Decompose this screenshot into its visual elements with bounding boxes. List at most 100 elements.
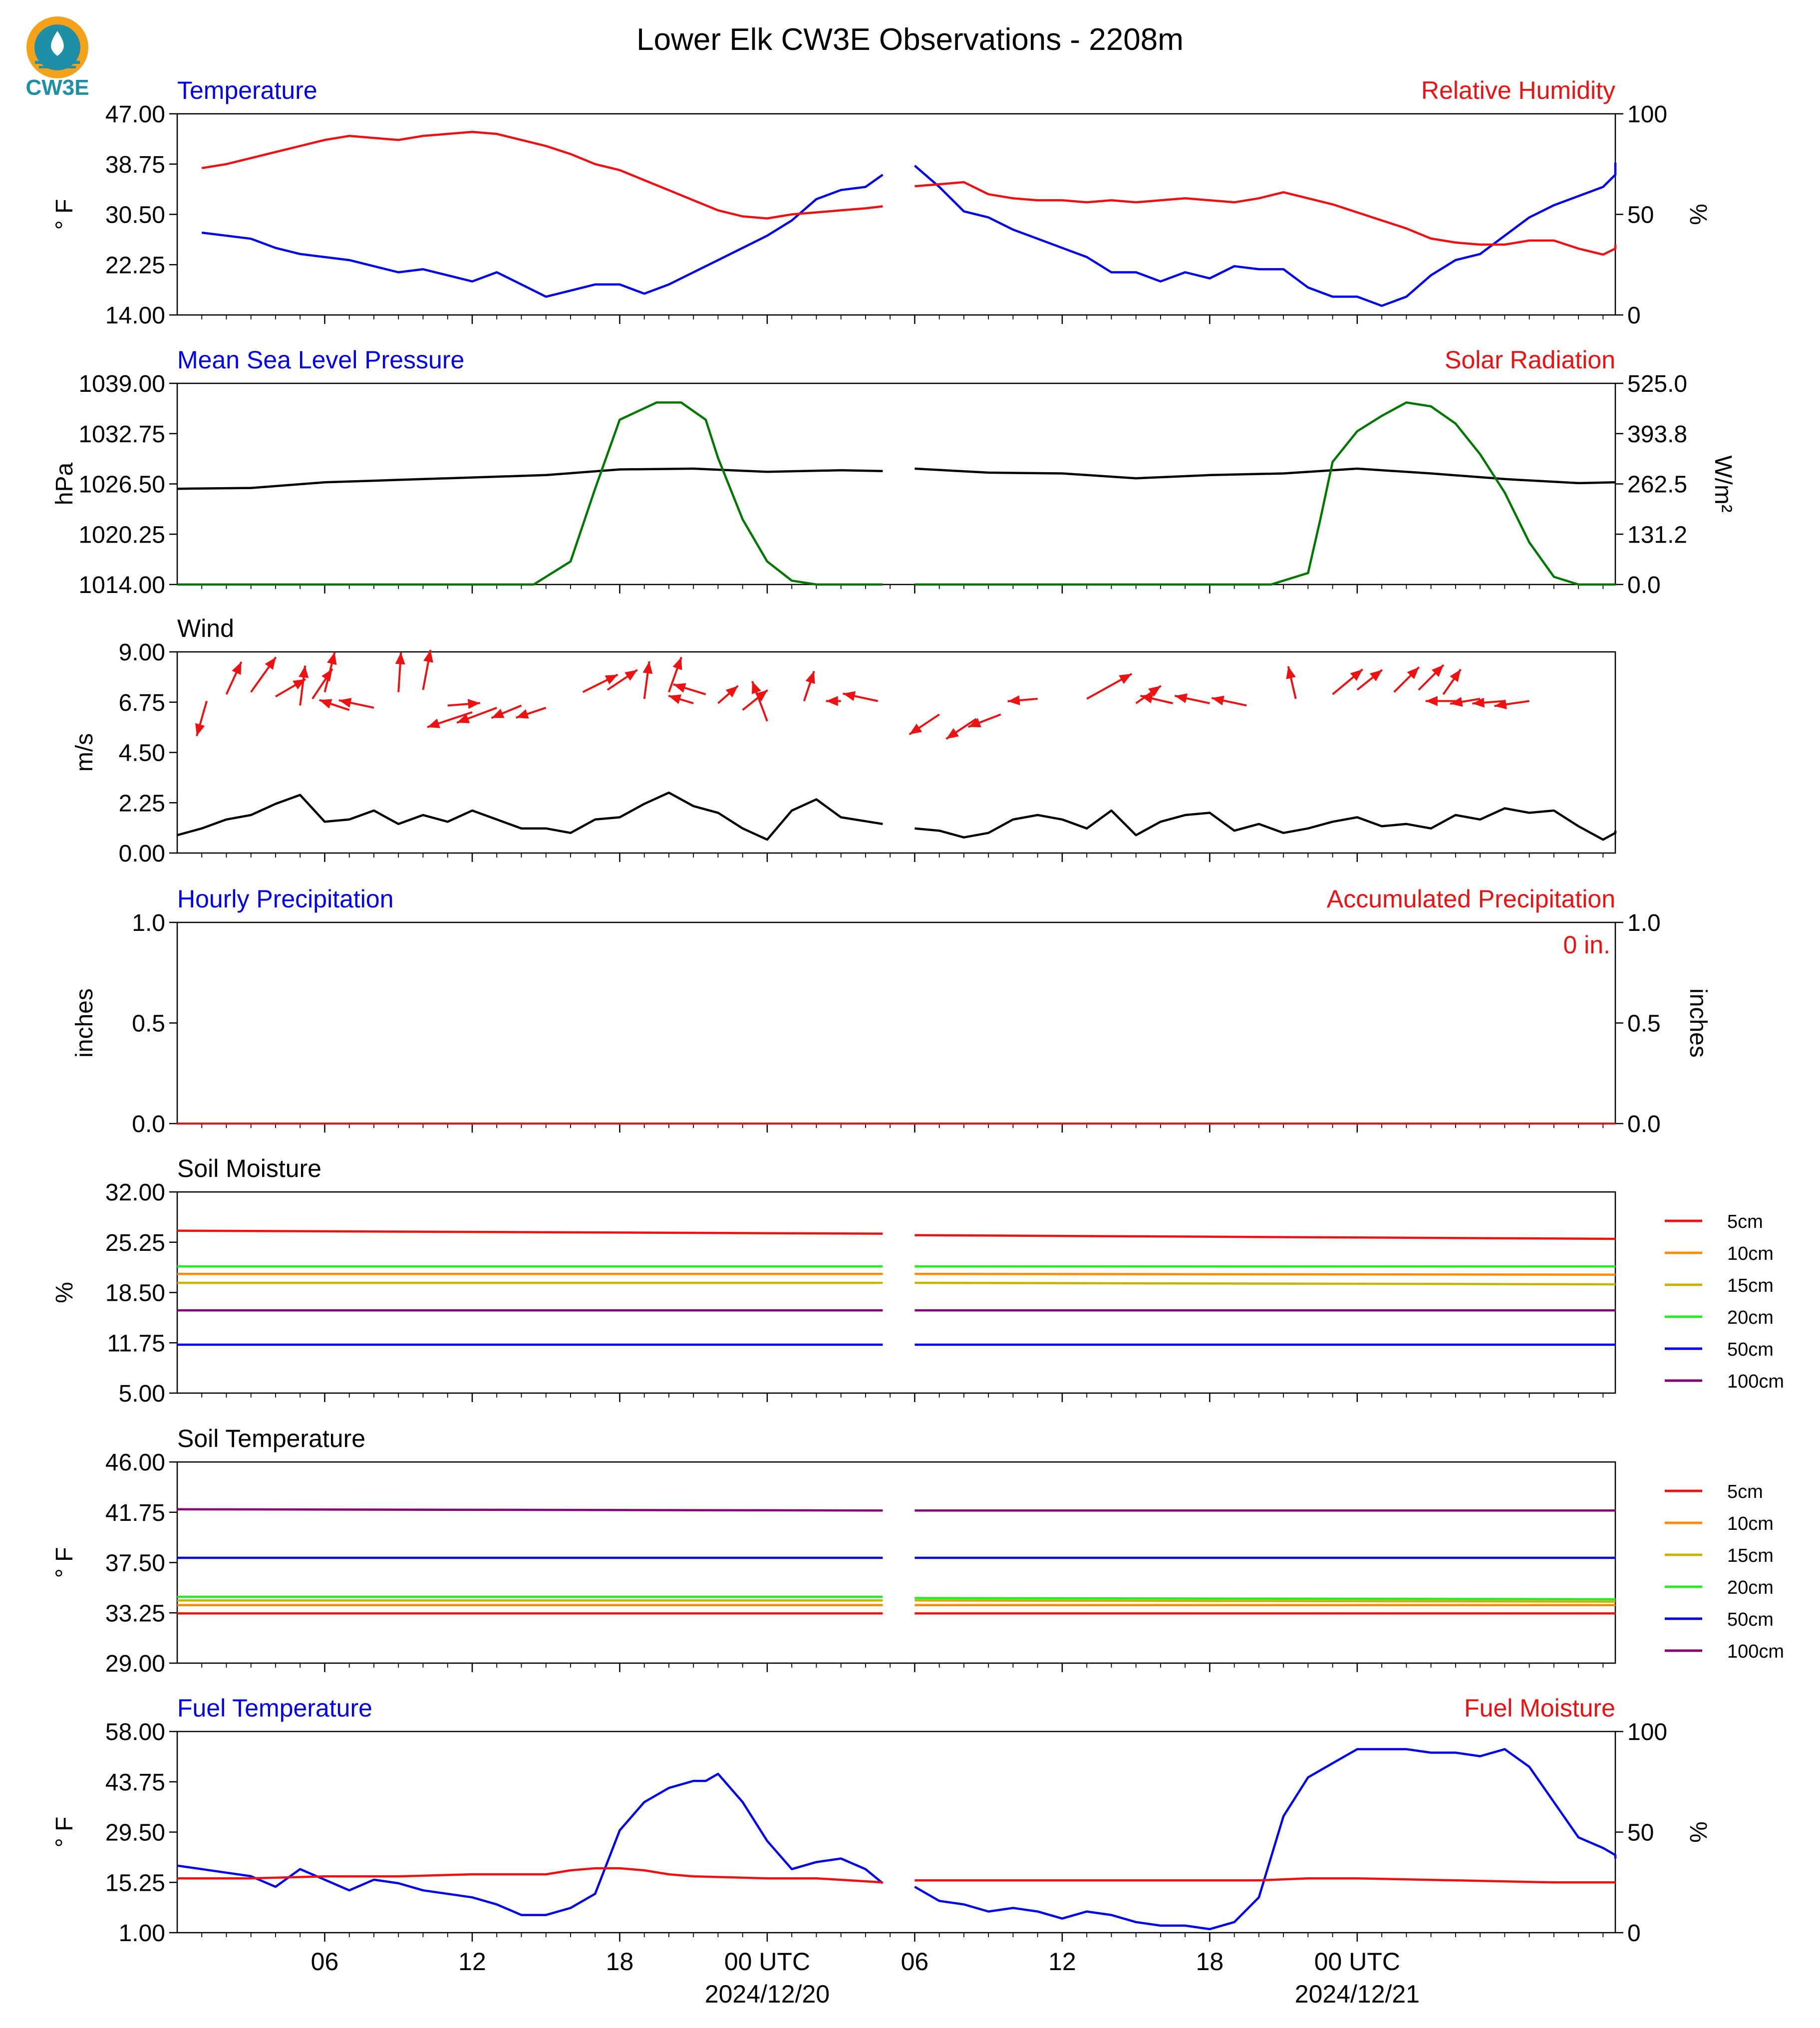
wind-arrow-head: [468, 699, 480, 709]
logo-drop-icon: [51, 31, 64, 56]
panel-temperature: Temperature Relative Humidity 47.00 38.75 30…: [51, 76, 1711, 329]
x-date-label: 2024/12/21: [1295, 1980, 1420, 2008]
wind-arrow-head: [725, 686, 738, 698]
y-tick-label-left: 1020.25: [78, 522, 165, 548]
y-tick-label-left: 1014.00: [78, 572, 165, 598]
y-tick-label-left: 1039.00: [78, 371, 165, 397]
panel-frame: [176, 382, 1616, 585]
y-tick-label-left: 5.00: [119, 1381, 165, 1407]
panel-fuel: Fuel Temperature Fuel Moisture 58.00 43.75 2…: [51, 1694, 1711, 1947]
panel-title-left: Fuel Temperature: [177, 1694, 372, 1722]
y-tick-label-left: 43.75: [105, 1769, 165, 1796]
wind-arrow-head: [1175, 693, 1188, 703]
y-tick-label-left: 1026.50: [78, 472, 165, 498]
wind-arrow-head: [843, 691, 856, 701]
wind-arrow-head: [232, 662, 242, 675]
logo-wave-2: [39, 66, 76, 68]
y-tick-label-right: 0: [1627, 302, 1641, 329]
wind-arrow-head: [752, 681, 761, 694]
logo-wave-1: [35, 61, 80, 64]
wind-arrow-head: [195, 723, 205, 736]
y-tick-label-right: 393.8: [1627, 421, 1687, 448]
series-line: [177, 1867, 1615, 1884]
y-tick-label-left: 58.00: [105, 1719, 165, 1745]
legend-label: 50cm: [1727, 1339, 1774, 1360]
panel-precipitation: Hourly Precipitation Accumulated Precipit…: [71, 885, 1711, 1138]
wind-arrow-head: [673, 683, 686, 693]
panel-frame: [176, 1731, 1616, 1934]
y-tick-label-right: 100: [1627, 1719, 1667, 1745]
wind-arrow-head: [605, 674, 618, 685]
panel-frame: [176, 651, 1616, 854]
cw3e-logo: CW3E: [25, 16, 89, 100]
wind-arrow-head: [672, 657, 682, 670]
series-line: [177, 1281, 1616, 1286]
panel-title-right: Accumulated Precipitation: [1327, 885, 1615, 913]
legend-label: 20cm: [1727, 1577, 1774, 1598]
y-tick-label-left: 22.25: [105, 252, 165, 279]
legend-label: 10cm: [1727, 1243, 1774, 1264]
wind-arrow-head: [423, 650, 433, 663]
y-tick-label-left: 0.0: [132, 1111, 165, 1138]
y-tick-label-left: 25.25: [105, 1230, 165, 1256]
wind-arrow-head: [909, 723, 922, 735]
wind-arrow-head: [755, 690, 768, 702]
wind-arrow-head: [1007, 695, 1020, 705]
y-axis-label-left: inches: [71, 988, 98, 1058]
wind-arrow-head: [624, 670, 637, 681]
x-tick-label: 12: [458, 1948, 486, 1976]
y-tick-label-left: 29.00: [105, 1651, 165, 1677]
wind-arrow-head: [327, 652, 337, 665]
y-tick-label-left: 37.50: [105, 1550, 165, 1577]
panel-title-left: Soil Moisture: [177, 1155, 321, 1182]
legend-label: 100cm: [1727, 1371, 1784, 1392]
wind-arrow-head: [1148, 686, 1161, 697]
legend-label: 20cm: [1727, 1307, 1774, 1328]
accumulated-label: 0 in.: [1563, 931, 1610, 959]
legend-label: 5cm: [1727, 1481, 1763, 1502]
wind-arrow-head: [668, 694, 682, 704]
wind-arrow-head: [1450, 669, 1461, 682]
panel-title-right: Fuel Moisture: [1464, 1694, 1615, 1722]
panel-frame: [176, 113, 1616, 316]
y-tick-label-left: 15.25: [105, 1870, 165, 1896]
legend-label: 50cm: [1727, 1609, 1774, 1630]
time-axis: 06 12 18 00 UTC 06 12 18 00 UTC 2024/12/20 2024/1…: [311, 1948, 1420, 2008]
y-axis-label-left: %: [51, 1282, 78, 1303]
wind-arrow-head: [1450, 697, 1463, 707]
y-tick-label-left: 4.50: [119, 740, 165, 767]
series-line: [177, 1229, 1616, 1240]
wind-arrow-head: [1119, 674, 1132, 684]
y-tick-label-left: 2.25: [119, 790, 165, 817]
panel-title-left: Wind: [177, 614, 234, 642]
panel-frame: [176, 1191, 1616, 1394]
y-axis-label-left: m/s: [71, 733, 98, 772]
wind-arrow-head: [516, 709, 529, 719]
y-tick-label-left: 47.00: [105, 101, 165, 128]
wind-arrow-head: [299, 665, 309, 678]
wind-arrow-head: [457, 714, 470, 723]
y-tick-label-left: 6.75: [119, 690, 165, 716]
chart-panels: Temperature Relative Humidity 47.00 38.75 30…: [51, 76, 1784, 1947]
y-tick-label-left: 38.75: [105, 152, 165, 178]
y-axis-label-left: ° F: [51, 1817, 78, 1848]
series-line: [201, 131, 1617, 256]
y-tick-label-right: 100: [1627, 101, 1667, 128]
y-tick-label-left: 41.75: [105, 1500, 165, 1526]
logo-text: CW3E: [25, 75, 89, 100]
panel-title-right: Solar Radiation: [1445, 346, 1615, 374]
y-tick-label-left: 32.00: [105, 1179, 165, 1206]
panel-frame: [176, 1461, 1616, 1664]
panel-title-left: Temperature: [177, 76, 317, 104]
y-tick-label-right: 0.0: [1627, 1111, 1661, 1138]
series-line: [177, 1748, 1617, 1931]
panel-title-right: Relative Humidity: [1421, 76, 1615, 104]
series-line: [177, 467, 1616, 490]
wind-arrow-head: [946, 728, 959, 739]
y-axis-label-left: ° F: [51, 199, 78, 230]
wind-arrow-head: [1472, 697, 1485, 708]
y-tick-label-right: 131.2: [1627, 522, 1687, 548]
x-tick-label: 06: [311, 1948, 339, 1976]
x-tick-label: 00 UTC: [724, 1948, 810, 1976]
